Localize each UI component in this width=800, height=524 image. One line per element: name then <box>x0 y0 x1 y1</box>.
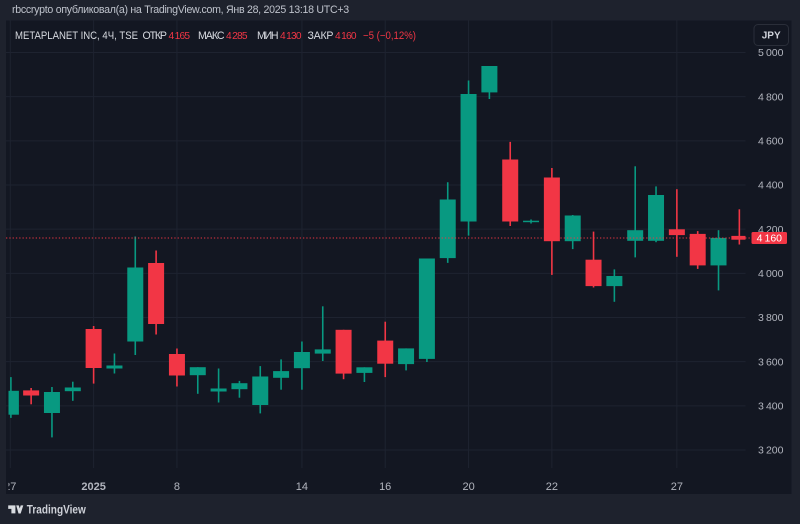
svg-text:5 000: 5 000 <box>758 47 784 59</box>
svg-text:4 600: 4 600 <box>758 136 784 148</box>
svg-text:14: 14 <box>296 481 308 493</box>
svg-text:16: 16 <box>379 481 391 493</box>
svg-text:27: 27 <box>4 481 16 493</box>
svg-text:3 800: 3 800 <box>758 312 784 324</box>
svg-text:22: 22 <box>546 481 558 493</box>
svg-text:27: 27 <box>671 481 683 493</box>
svg-text:8: 8 <box>174 481 180 493</box>
svg-text:4 000: 4 000 <box>758 268 784 280</box>
svg-text:4 160: 4 160 <box>757 233 783 245</box>
svg-text:20: 20 <box>462 481 474 493</box>
svg-text:JPY: JPY <box>762 31 781 42</box>
svg-text:3 600: 3 600 <box>758 356 784 368</box>
svg-text:3 200: 3 200 <box>758 445 784 457</box>
svg-text:3 400: 3 400 <box>758 401 784 413</box>
svg-text:TradingView: TradingView <box>27 505 86 517</box>
svg-text:4 800: 4 800 <box>758 91 784 103</box>
svg-text:4 400: 4 400 <box>758 180 784 192</box>
svg-text:2025: 2025 <box>81 481 105 493</box>
